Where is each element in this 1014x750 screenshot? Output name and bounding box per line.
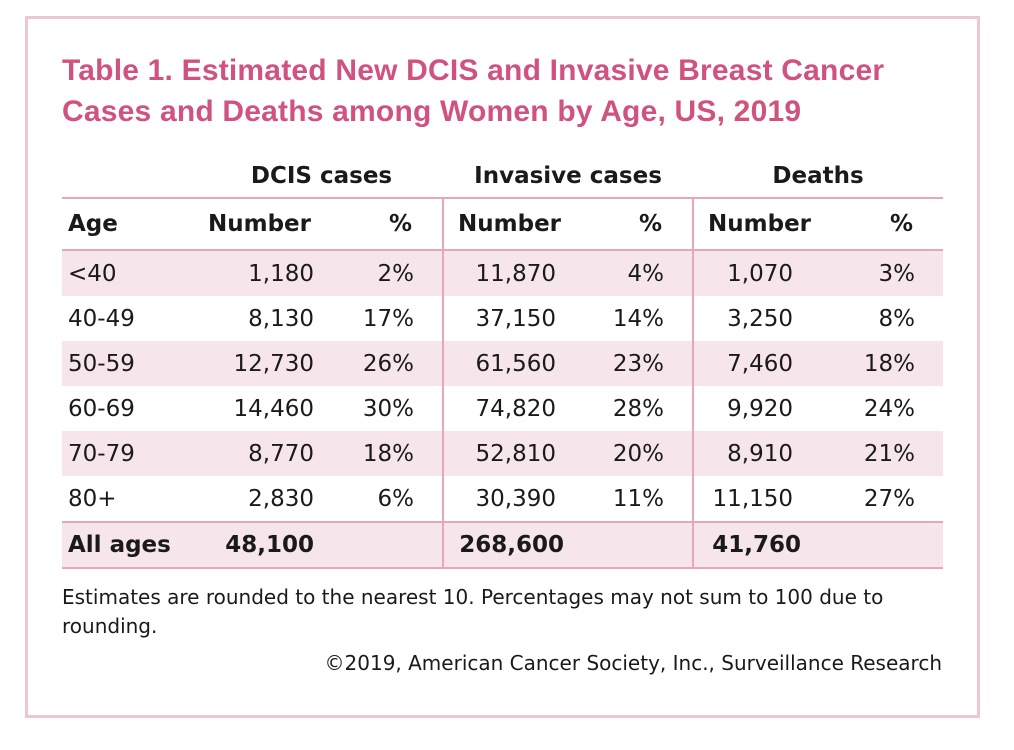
data-table: DCIS cases Invasive cases Deaths Age Num…: [62, 155, 944, 569]
group-header-row: DCIS cases Invasive cases Deaths: [62, 155, 944, 199]
cell-invasive-number: 52,810: [442, 431, 589, 476]
table-row: 80+ 2,830 6% 30,390 11% 11,150 27%: [62, 476, 943, 522]
cell-invasive-percent: 14%: [612, 305, 665, 332]
group-header-dcis: DCIS cases: [200, 155, 444, 199]
cell-deaths-number: 8,910: [692, 431, 826, 476]
total-dcis-number: 48,100: [200, 521, 330, 569]
cell-invasive-number: 37,150: [442, 296, 589, 341]
cell-invasive-percent: 4%: [588, 250, 694, 296]
cell-age: 80+: [68, 485, 117, 512]
cell-deaths-number: 7,460: [692, 341, 826, 386]
cell-deaths-number: 9,920: [692, 386, 826, 431]
cell-invasive-number: 74,820: [442, 386, 589, 431]
cell-deaths-number: 11,150: [692, 476, 826, 522]
cell-deaths-number: 3,250: [692, 296, 826, 341]
cell-dcis-percent: 2%: [330, 250, 444, 296]
cell-dcis-number: 8,130: [248, 305, 314, 332]
cell-dcis-number: 12,730: [200, 341, 330, 386]
table-title: Table 1. Estimated New DCIS and Invasive…: [62, 54, 885, 128]
cell-invasive-percent: 20%: [588, 431, 694, 476]
cell-dcis-number: 8,770: [200, 431, 330, 476]
table-row: 60-69 14,460 30% 74,820 28% 9,920 24%: [62, 386, 943, 431]
cell-age: <40: [62, 250, 200, 296]
group-header-blank: [62, 155, 200, 199]
cell-dcis-number: 2,830: [248, 485, 314, 512]
footnote: Estimates are rounded to the nearest 10.…: [62, 585, 884, 638]
cell-invasive-percent: 11%: [612, 485, 665, 512]
header-dcis-percent: %: [330, 198, 444, 251]
cell-dcis-number: 14,460: [233, 395, 314, 422]
table-row: 70-79 8,770 18% 52,810 20% 8,910 21%: [62, 431, 944, 476]
cell-invasive-percent: 28%: [612, 395, 665, 422]
cell-invasive-percent: 23%: [588, 341, 694, 386]
cell-deaths-percent: 21%: [825, 431, 944, 476]
cell-dcis-percent: 6%: [377, 485, 415, 512]
cell-invasive-number: 11,870: [442, 250, 589, 296]
copyright-credit: ©2019, American Cancer Society, Inc., Su…: [324, 651, 942, 675]
header-deaths-number: Number: [692, 198, 826, 251]
cell-age: 40-49: [68, 305, 135, 332]
header-age: Age: [62, 198, 200, 251]
total-deaths-number: 41,760: [692, 521, 826, 569]
header-invasive-number: Number: [442, 198, 589, 251]
table-row: <40 1,180 2% 11,870 4% 1,070 3%: [62, 250, 944, 296]
total-row: All ages 48,100 268,600 41,760: [62, 521, 944, 569]
cell-dcis-percent: 26%: [330, 341, 444, 386]
cell-dcis-number: 1,180: [200, 250, 330, 296]
cell-dcis-percent: 17%: [362, 305, 415, 332]
table-row: 40-49 8,130 17% 37,150 14% 3,250 8%: [62, 296, 943, 341]
cell-dcis-percent: 18%: [330, 431, 444, 476]
cell-deaths-percent: 3%: [825, 250, 944, 296]
cell-deaths-percent: 27%: [863, 485, 916, 512]
total-label: All ages: [62, 521, 200, 569]
cell-age: 70-79: [62, 431, 200, 476]
cell-deaths-percent: 18%: [825, 341, 944, 386]
total-dcis-percent: [330, 521, 444, 569]
cell-invasive-number: 61,560: [442, 341, 589, 386]
total-invasive-percent: [588, 521, 694, 569]
cell-deaths-number: 1,070: [692, 250, 826, 296]
header-deaths-percent: %: [825, 198, 944, 251]
group-header-invasive: Invasive cases: [443, 155, 694, 199]
cell-dcis-percent: 30%: [362, 395, 415, 422]
cell-invasive-number: 30,390: [442, 476, 589, 522]
cell-age: 60-69: [68, 395, 135, 422]
header-dcis-number: Number: [200, 198, 330, 251]
group-header-deaths: Deaths: [693, 155, 944, 199]
cell-deaths-percent: 8%: [878, 305, 916, 332]
cell-deaths-percent: 24%: [863, 395, 916, 422]
cell-age: 50-59: [62, 341, 200, 386]
column-header-row: Age Number % Number % Number %: [62, 198, 944, 251]
total-deaths-percent: [825, 521, 944, 569]
header-invasive-percent: %: [588, 198, 694, 251]
table-row: 50-59 12,730 26% 61,560 23% 7,460 18%: [62, 341, 944, 386]
total-invasive-number: 268,600: [442, 521, 589, 569]
table-frame: [25, 16, 980, 718]
